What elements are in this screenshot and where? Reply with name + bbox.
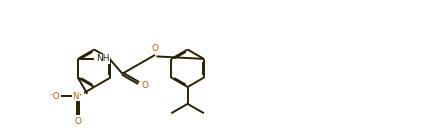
Text: N⁺: N⁺ [72,92,83,101]
Text: ⁻O: ⁻O [49,92,60,101]
Text: O: O [74,117,81,126]
Text: O: O [141,81,149,89]
Text: NH: NH [96,54,109,63]
Text: O: O [151,44,159,53]
